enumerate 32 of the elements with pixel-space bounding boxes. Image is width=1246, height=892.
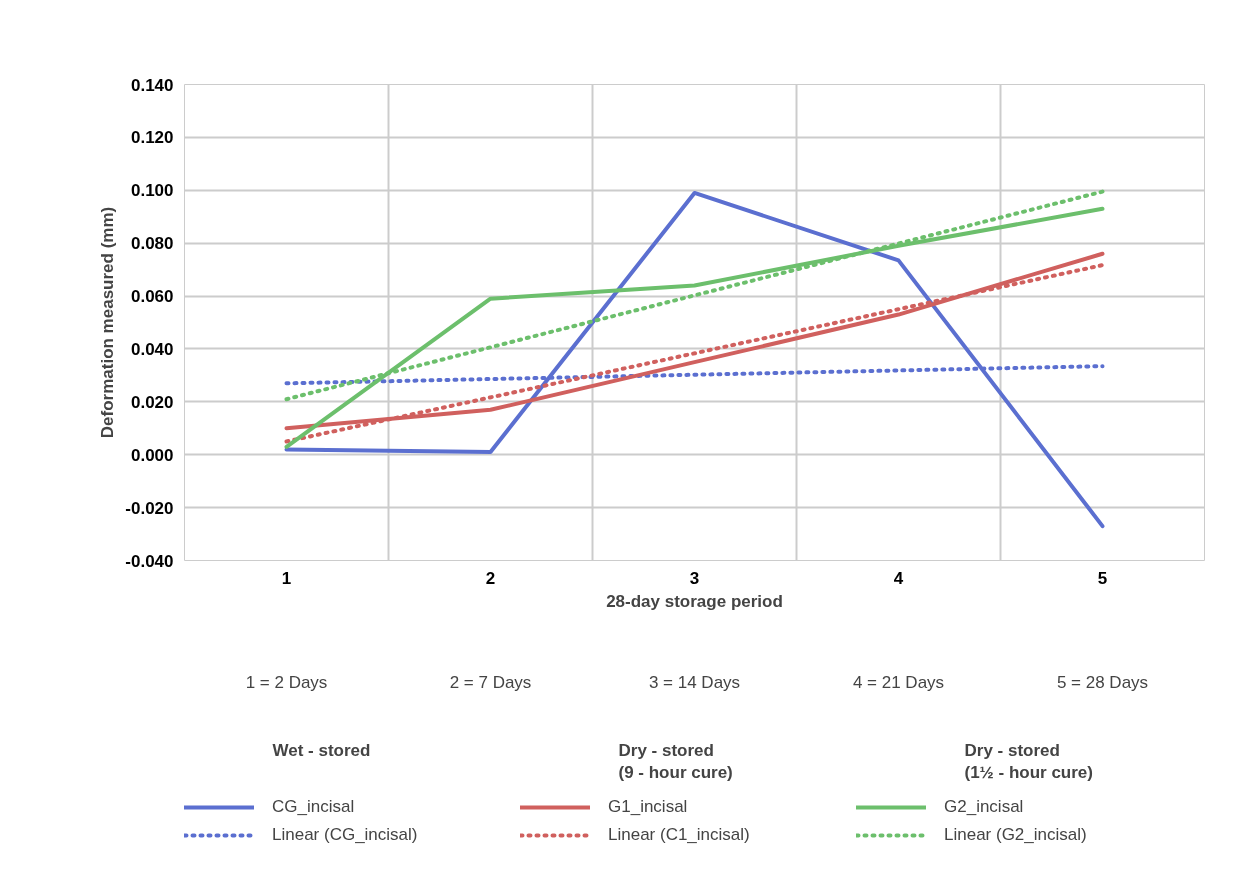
y-tick-label: 0.000 (130, 445, 174, 465)
legend-label: CG_incisal (272, 797, 356, 817)
y-tick-label: 0.100 (130, 181, 174, 201)
y-tick-label: 0.140 (130, 75, 174, 95)
text: 1 = 2 Days (245, 673, 328, 692)
legend-label: G1_incisal (608, 797, 689, 817)
text: 2 = 7 Days (449, 673, 532, 692)
legend-label: Linear (G2_incisal) (944, 825, 1088, 845)
text: Wet - stored (272, 740, 371, 760)
y-tick-label: -0.040 (125, 551, 174, 571)
legend-label: Linear (C1_incisal) (608, 825, 751, 845)
x-tick-label: 1 (281, 568, 292, 588)
y-tick-label: 0.040 (130, 339, 174, 359)
y-tick-label: 0.120 (130, 128, 174, 148)
y-axis-title: Deformation measured (mm) (98, 206, 118, 439)
text: 4 = 21 Days (852, 673, 945, 692)
line-series (284, 190, 1105, 529)
text: Dry - stored (9 - hour cure) (618, 740, 733, 783)
x-tick-label: 2 (485, 568, 496, 588)
text: 5 = 28 Days (1056, 673, 1149, 692)
y-tick-label: 0.080 (130, 234, 174, 254)
legend-label: Linear (CG_incisal) (272, 825, 419, 845)
y-tick-label: 0.060 (130, 287, 174, 307)
text: Dry - stored (1½ - hour cure) (964, 740, 1093, 783)
legend-label: G2_incisal (944, 797, 1025, 817)
x-axis-title: 28-day storage period (606, 591, 783, 611)
x-tick-label: 4 (893, 568, 904, 588)
text: 3 = 14 Days (648, 673, 741, 692)
x-tick-label: 5 (1097, 568, 1108, 588)
x-tick-label: 3 (689, 568, 700, 588)
y-tick-label: 0.020 (130, 392, 174, 412)
y-tick-label: -0.020 (125, 498, 174, 518)
